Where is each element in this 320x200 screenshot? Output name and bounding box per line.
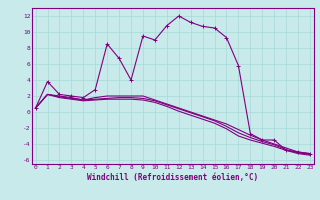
- X-axis label: Windchill (Refroidissement éolien,°C): Windchill (Refroidissement éolien,°C): [87, 173, 258, 182]
